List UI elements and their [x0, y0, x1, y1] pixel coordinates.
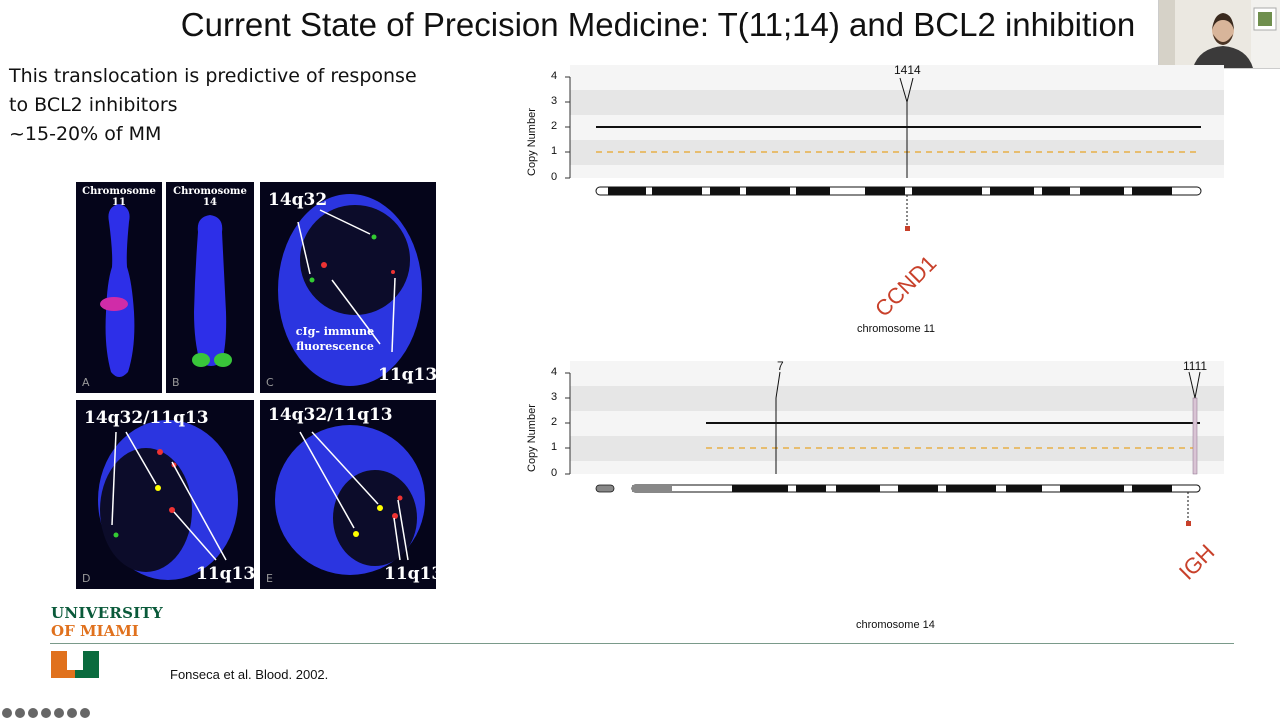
y-tick: 0 — [551, 467, 558, 479]
university-logo-line2: OF MIAMI — [51, 622, 139, 640]
slide-toolbar — [2, 708, 90, 720]
chromosome-image — [100, 204, 135, 377]
y-tick: 3 — [551, 95, 558, 107]
bullet-list: This translocation is predictive of resp… — [9, 62, 417, 149]
y-tick: 3 — [551, 391, 558, 403]
chromosome-name: chromosome 14 — [856, 619, 935, 631]
y-tick: 0 — [551, 171, 558, 183]
panel-letter: D — [82, 572, 91, 585]
panel-title: Chromosome 14 — [173, 186, 247, 208]
fish-panel-d: 14q32/11q13 11q13 D — [76, 400, 254, 589]
cell-image — [98, 420, 238, 580]
probe-label: 11q13 — [378, 365, 436, 385]
panel-letter: C — [266, 376, 274, 389]
y-axis-label: Copy Number — [526, 404, 538, 472]
y-tick: 4 — [551, 366, 558, 378]
chromosome-name: chromosome 11 — [857, 323, 936, 335]
breakpoint-label: 1111 — [1183, 359, 1208, 373]
fish-panel-a: Chromosome 11 A — [76, 182, 162, 393]
fish-panel-c: 14q32 cIg- immune fluorescence 11q13 C — [260, 182, 436, 393]
cnv-plot-chr11: 4 3 2 1 0 Copy Number 1414 CCND1 chromos… — [520, 60, 1240, 350]
y-tick: 2 — [551, 120, 558, 132]
bullet-line: to BCL2 inhibitors — [9, 94, 178, 116]
probe-label: 11q13 — [196, 564, 254, 584]
cell-image — [275, 425, 425, 575]
panel-letter: A — [82, 376, 90, 389]
zoom-icon[interactable] — [28, 708, 38, 718]
pen-icon[interactable] — [15, 708, 25, 718]
presenter-video[interactable] — [1158, 0, 1280, 69]
y-tick: 1 — [551, 441, 558, 453]
y-tick: 1 — [551, 145, 558, 157]
presenter-image — [1159, 0, 1280, 68]
probe-label: 11q13 — [384, 564, 436, 584]
probe-label: 14q32/11q13 — [268, 405, 393, 425]
breakpoint-label: 1414 — [894, 63, 921, 77]
citation: Fonseca et al. Blood. 2002. — [170, 667, 329, 682]
panel-title: Chromosome 11 — [82, 186, 156, 208]
probe-label: 14q32/11q13 — [84, 408, 209, 428]
forward-icon[interactable] — [80, 708, 90, 718]
y-tick: 2 — [551, 416, 558, 428]
bullet-line: This translocation is predictive of resp… — [9, 65, 417, 87]
fish-panel-e: 14q32/11q13 11q13 E — [260, 400, 436, 589]
breakpoint-label: 7 — [777, 359, 784, 373]
bullet-line: ~15-20% of MM — [9, 123, 162, 145]
footer-divider — [50, 643, 1234, 644]
camera-icon[interactable] — [54, 708, 64, 718]
panel-letter: E — [266, 572, 273, 585]
cnv-plot-graphic — [565, 361, 1224, 526]
university-logo-line1: UNIVERSITY — [51, 604, 164, 622]
panel-letter: B — [172, 376, 180, 389]
grid-icon[interactable] — [41, 708, 51, 718]
y-tick: 4 — [551, 70, 558, 82]
cnv-plot-chr14: 4 3 2 1 0 Copy Number 7 1111 IGH chromos… — [520, 356, 1240, 636]
fish-panel-b: Chromosome 14 B — [166, 182, 254, 393]
y-axis-label: Copy Number — [526, 108, 538, 176]
more-icon[interactable] — [67, 708, 77, 718]
back-icon[interactable] — [2, 708, 12, 718]
chromosome-image — [192, 215, 232, 367]
cnv-plot-graphic — [565, 65, 1224, 231]
slide-title: Current State of Precision Medicine: T(1… — [180, 6, 1136, 43]
probe-label: 14q32 — [268, 190, 328, 210]
staining-label: cIg- immune fluorescence — [295, 325, 375, 353]
cell-image — [278, 194, 422, 386]
u-logo-icon — [51, 651, 99, 678]
